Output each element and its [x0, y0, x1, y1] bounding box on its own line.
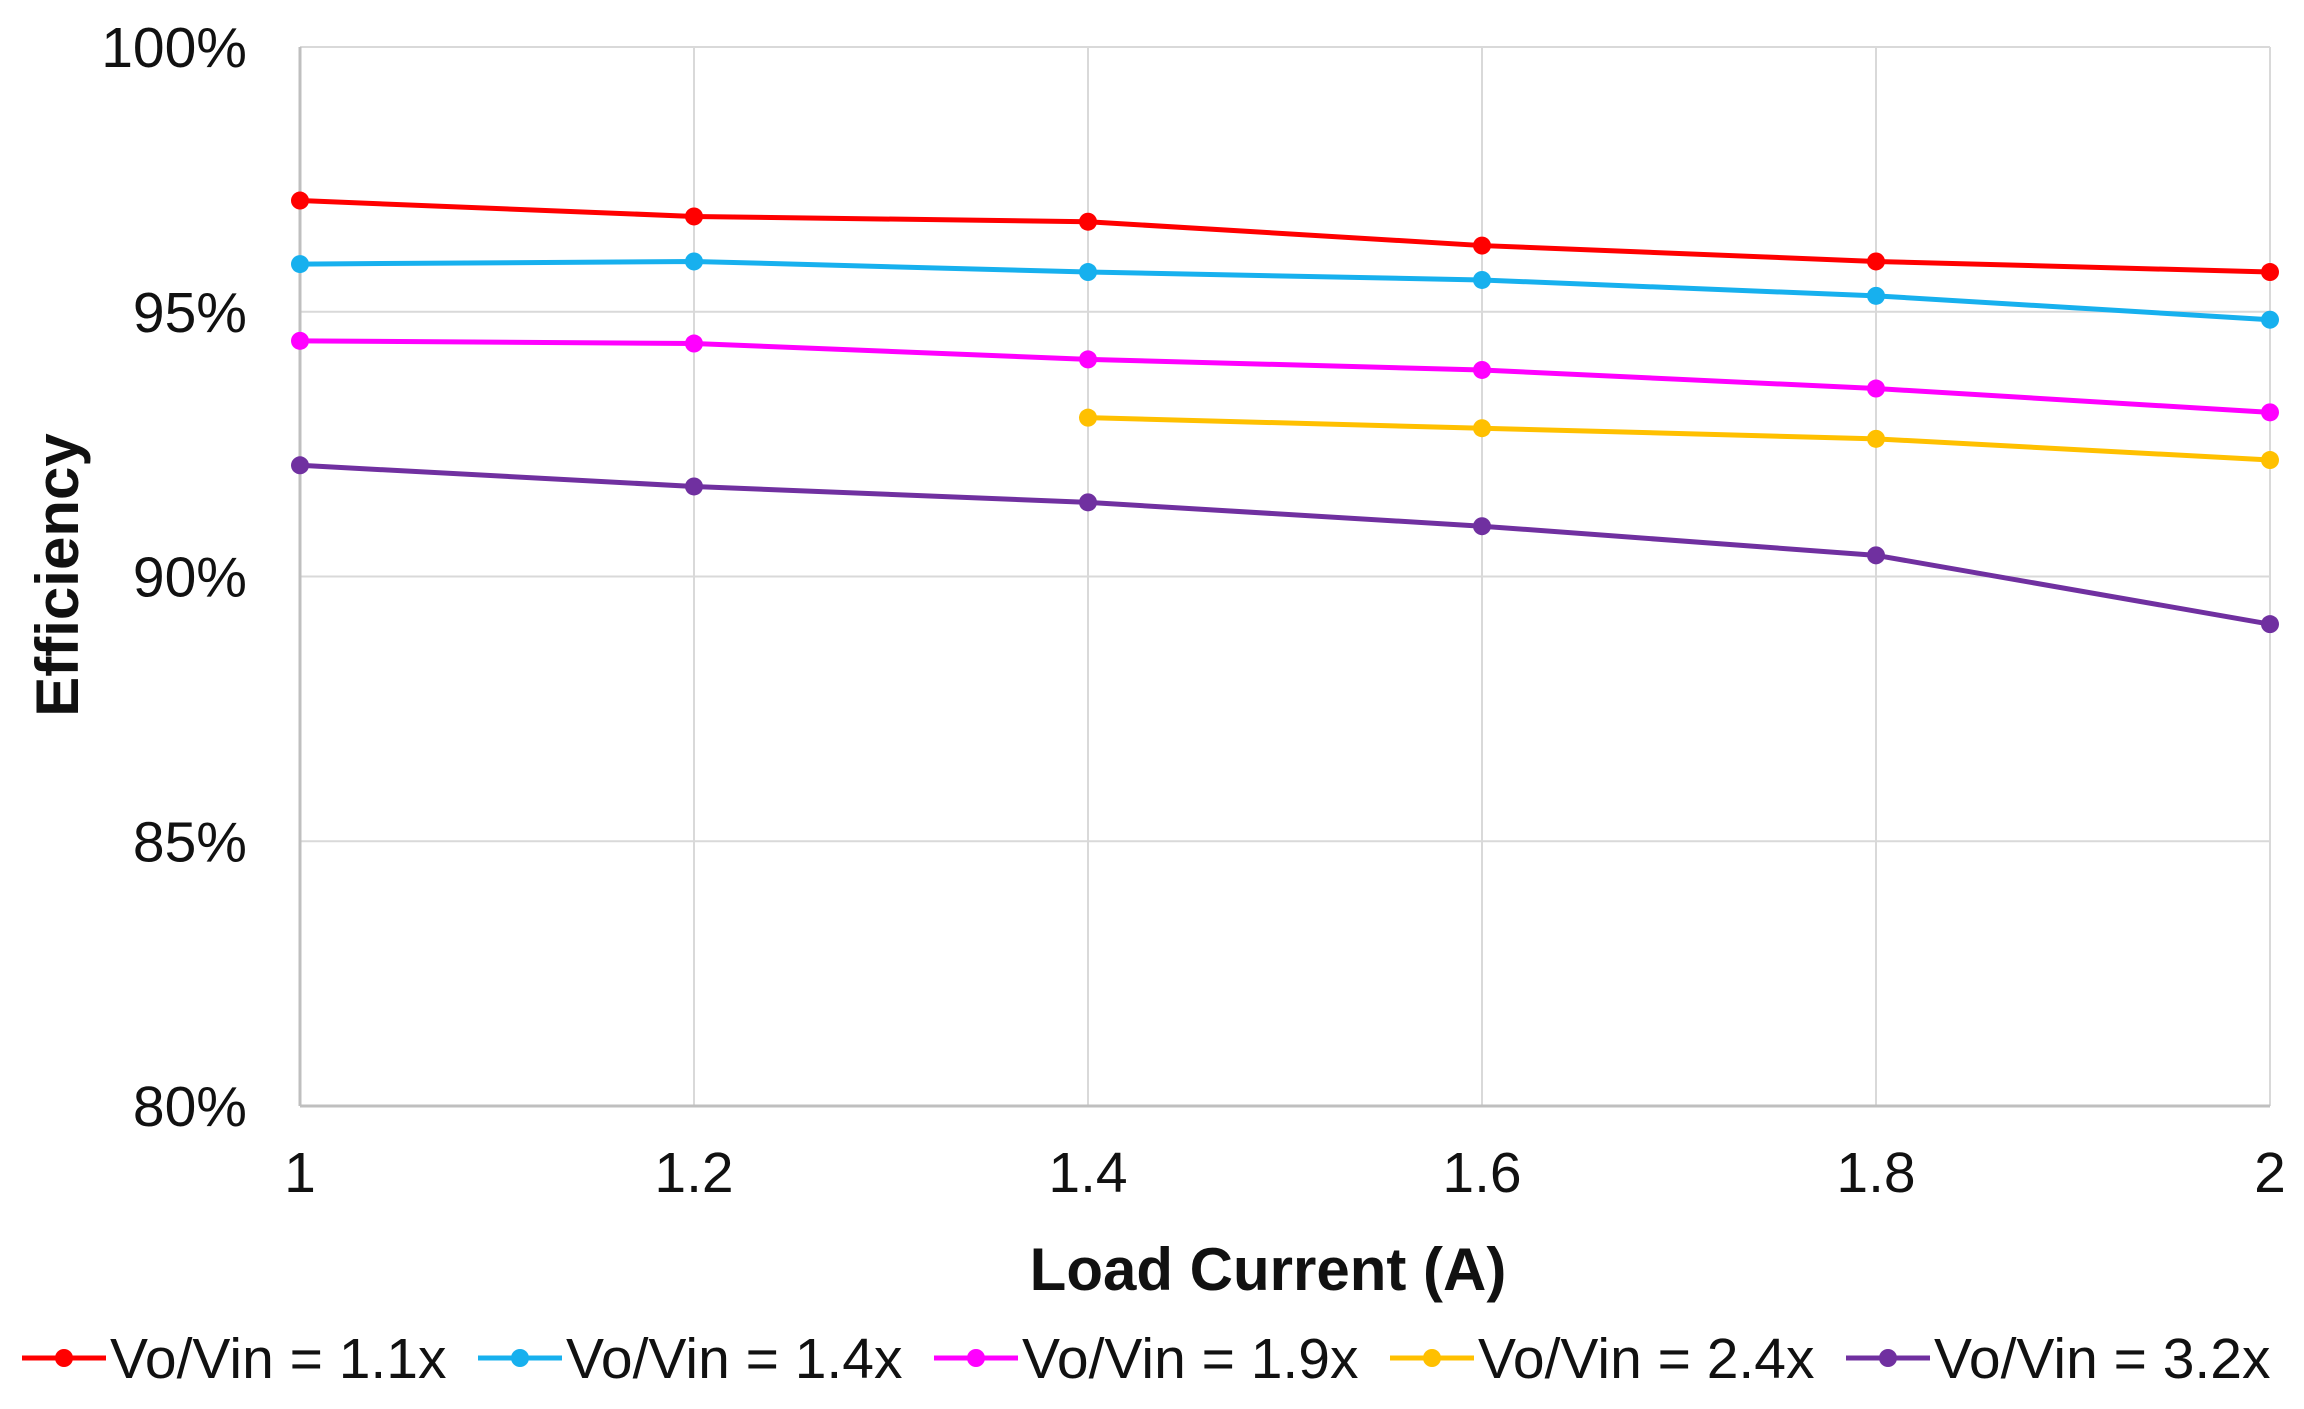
legend-label: Vo/Vin = 1.9x	[1022, 1327, 1358, 1391]
legend-swatch-marker	[1879, 1349, 1897, 1367]
x-tick-label: 1	[284, 1141, 316, 1205]
data-point	[2261, 615, 2279, 634]
data-point	[685, 477, 703, 496]
x-axis-title: Load Current (A)	[1030, 1236, 1507, 1303]
legend-swatch-marker	[55, 1349, 73, 1367]
data-point	[2261, 310, 2279, 329]
y-axis-title: Efficiency	[24, 433, 91, 717]
series-3	[291, 331, 2279, 422]
series-lines	[291, 191, 2279, 634]
legend-swatch-marker	[967, 1349, 985, 1367]
tick-labels: 80% 85% 90% 95% 100% 1 1.2 1.4 1.6 1.8 2	[101, 16, 2286, 1205]
series-4	[1079, 408, 2279, 470]
data-point	[291, 331, 309, 350]
data-point	[685, 207, 703, 226]
data-point	[1473, 517, 1491, 536]
legend-label: Vo/Vin = 2.4x	[1478, 1327, 1814, 1391]
series-line	[299, 198, 2271, 275]
data-point	[1079, 408, 1097, 427]
data-point	[2261, 451, 2279, 470]
legend: Vo/Vin = 1.1x Vo/Vin = 1.4x Vo/Vin = 1.9x V…	[22, 1327, 2270, 1391]
data-point	[685, 334, 703, 353]
data-point	[1079, 263, 1097, 282]
data-point	[1867, 252, 1885, 271]
data-point	[291, 191, 309, 210]
legend-item: Vo/Vin = 1.4x	[478, 1327, 902, 1391]
y-tick-label: 90%	[133, 546, 247, 610]
grid	[300, 46, 2271, 1106]
series-line	[299, 462, 2271, 627]
series-line	[1087, 415, 2271, 463]
series-1	[291, 191, 2279, 282]
y-tick-label: 100%	[101, 16, 247, 80]
data-point	[1473, 419, 1491, 438]
legend-item: Vo/Vin = 3.2x	[1846, 1327, 2270, 1391]
x-tick-label: 1.6	[1442, 1141, 1521, 1205]
x-tick-label: 1.4	[1048, 1141, 1127, 1205]
x-tick-label: 2	[2254, 1141, 2286, 1205]
data-point	[2261, 403, 2279, 422]
data-point	[1867, 379, 1885, 398]
data-point	[1473, 360, 1491, 379]
data-point	[1867, 429, 1885, 448]
data-point	[1473, 236, 1491, 255]
legend-item: Vo/Vin = 1.9x	[934, 1327, 1358, 1391]
series-line	[299, 338, 2271, 415]
data-point	[1079, 212, 1097, 231]
data-point	[1867, 286, 1885, 305]
data-point	[1473, 270, 1491, 289]
series-2	[291, 252, 2279, 329]
legend-swatch-marker	[511, 1349, 529, 1367]
x-tick-label: 1.8	[1836, 1141, 1915, 1205]
series-line	[299, 258, 2271, 323]
legend-item: Vo/Vin = 1.1x	[22, 1327, 446, 1391]
data-point	[2261, 263, 2279, 282]
data-point	[1867, 546, 1885, 565]
data-point	[685, 252, 703, 271]
legend-label: Vo/Vin = 3.2x	[1934, 1327, 2270, 1391]
y-tick-label: 95%	[133, 281, 247, 345]
y-tick-label: 80%	[133, 1075, 247, 1139]
legend-swatch-marker	[1423, 1349, 1441, 1367]
legend-item: Vo/Vin = 2.4x	[1390, 1327, 1814, 1391]
x-tick-label: 1.2	[654, 1141, 733, 1205]
legend-label: Vo/Vin = 1.4x	[566, 1327, 902, 1391]
legend-label: Vo/Vin = 1.1x	[110, 1327, 446, 1391]
axes	[298, 47, 2270, 1108]
data-point	[291, 255, 309, 274]
data-point	[1079, 350, 1097, 369]
series-5	[291, 456, 2279, 634]
data-point	[1079, 493, 1097, 512]
data-point	[291, 456, 309, 475]
y-tick-label: 85%	[133, 810, 247, 874]
